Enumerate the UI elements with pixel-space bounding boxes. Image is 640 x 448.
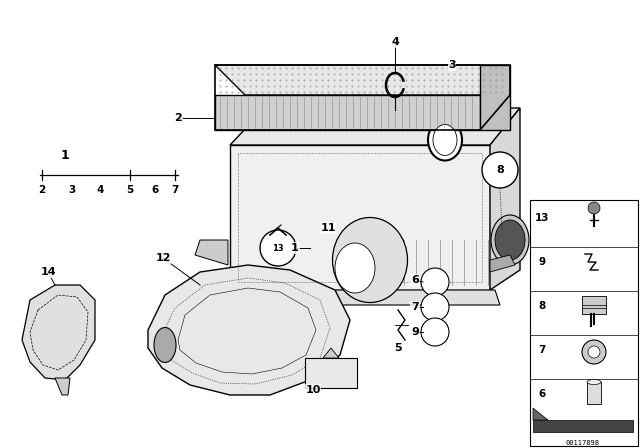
Ellipse shape — [587, 379, 601, 384]
Polygon shape — [230, 145, 490, 290]
Text: 1: 1 — [61, 148, 69, 161]
Polygon shape — [490, 108, 520, 290]
Text: 7: 7 — [411, 302, 419, 312]
Text: 5: 5 — [126, 185, 134, 195]
Polygon shape — [22, 285, 95, 380]
Text: 13: 13 — [272, 244, 284, 253]
Text: 9: 9 — [538, 257, 545, 267]
Bar — [582, 296, 606, 314]
Text: 6: 6 — [411, 275, 419, 285]
Ellipse shape — [428, 120, 462, 160]
Ellipse shape — [335, 243, 375, 293]
Text: 3: 3 — [68, 185, 76, 195]
Text: 7: 7 — [172, 185, 179, 195]
Ellipse shape — [491, 215, 529, 265]
Text: 3: 3 — [448, 60, 456, 70]
Text: 6: 6 — [152, 185, 159, 195]
Polygon shape — [55, 378, 70, 395]
Ellipse shape — [433, 125, 457, 155]
Polygon shape — [230, 290, 500, 305]
Ellipse shape — [333, 217, 408, 302]
Text: 4: 4 — [391, 37, 399, 47]
Text: 6: 6 — [538, 389, 546, 399]
Text: 7: 7 — [538, 345, 546, 355]
Circle shape — [421, 268, 449, 296]
FancyBboxPatch shape — [305, 358, 357, 388]
Polygon shape — [480, 65, 510, 130]
Circle shape — [482, 152, 518, 188]
Ellipse shape — [154, 327, 176, 362]
Ellipse shape — [495, 220, 525, 260]
Text: 4: 4 — [96, 185, 104, 195]
Polygon shape — [148, 265, 350, 395]
Polygon shape — [195, 240, 228, 265]
Circle shape — [260, 230, 296, 266]
Circle shape — [421, 293, 449, 321]
Polygon shape — [490, 255, 515, 272]
Polygon shape — [323, 348, 339, 358]
Text: 13: 13 — [535, 213, 549, 223]
Text: 14: 14 — [40, 267, 56, 277]
Polygon shape — [533, 408, 548, 420]
Polygon shape — [215, 95, 480, 130]
Text: 1: 1 — [291, 243, 299, 253]
Circle shape — [588, 202, 600, 214]
Text: 00117898: 00117898 — [566, 440, 600, 446]
Polygon shape — [215, 65, 510, 95]
Text: 8: 8 — [538, 301, 546, 311]
Text: 9: 9 — [411, 327, 419, 337]
Text: 8: 8 — [496, 165, 504, 175]
Text: 12: 12 — [156, 253, 171, 263]
Bar — [533, 420, 633, 432]
Circle shape — [588, 346, 600, 358]
Circle shape — [421, 318, 449, 346]
Text: 10: 10 — [305, 385, 321, 395]
Text: 11: 11 — [320, 223, 336, 233]
Text: 2: 2 — [174, 113, 182, 123]
Circle shape — [582, 340, 606, 364]
Bar — [587, 382, 601, 404]
Polygon shape — [230, 108, 520, 145]
Text: 2: 2 — [38, 185, 45, 195]
Text: 5: 5 — [394, 343, 402, 353]
Bar — [530, 200, 638, 446]
